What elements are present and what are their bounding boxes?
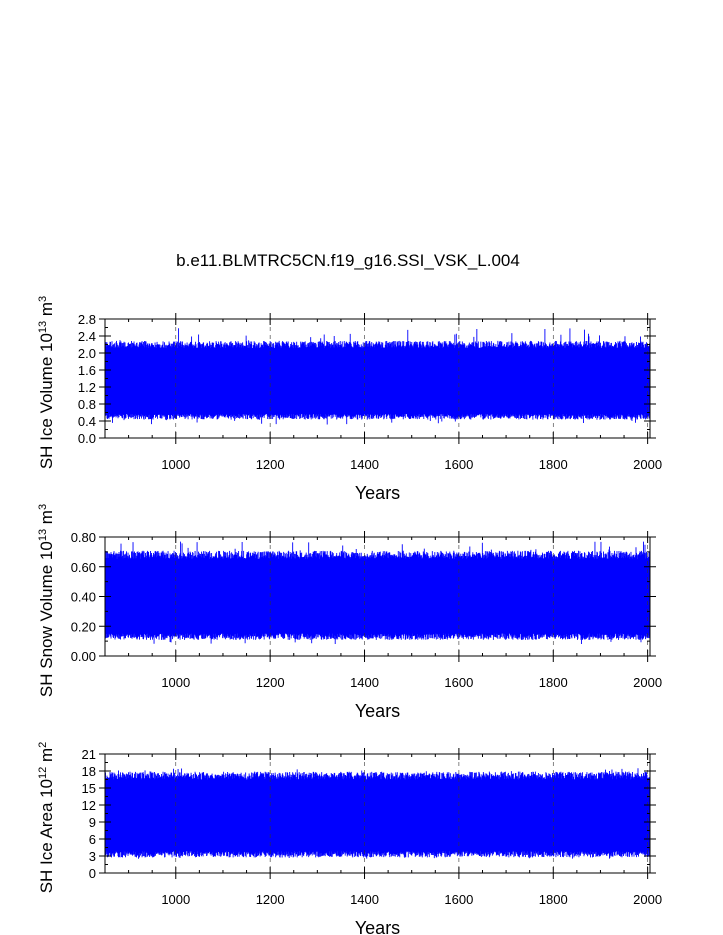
x-tick-label: 1600 bbox=[444, 457, 473, 472]
x-tick-label: 1800 bbox=[539, 675, 568, 690]
y-label-superscript: 2 bbox=[37, 742, 49, 748]
data-series-line bbox=[104, 541, 651, 645]
x-tick-label: 1200 bbox=[256, 675, 285, 690]
x-tick-label: 1000 bbox=[161, 675, 190, 690]
x-tick-label: 1000 bbox=[161, 892, 190, 907]
y-tick-label: 0.8 bbox=[78, 397, 96, 412]
y-tick-label: 2.8 bbox=[78, 312, 96, 327]
x-tick-label: 1200 bbox=[256, 892, 285, 907]
y-tick-label: 0 bbox=[89, 866, 96, 881]
y-tick-label: 1.2 bbox=[78, 380, 96, 395]
chart-panel-1: 1000 1200 1400 1600 1800 2000 0.0 0.4 0.8 1.2 1.6 2… bbox=[37, 296, 662, 503]
y-tick-label: 2.4 bbox=[78, 329, 96, 344]
y-label-superscript: 3 bbox=[37, 504, 49, 510]
y-tick-label: 0.4 bbox=[78, 414, 96, 429]
y-tick-label: 0.0 bbox=[78, 431, 96, 446]
y-label-text: m bbox=[37, 302, 56, 321]
data-series-line bbox=[104, 768, 651, 859]
x-tick-label: 1200 bbox=[256, 457, 285, 472]
x-tick-label: 1000 bbox=[161, 457, 190, 472]
y-label-text: m bbox=[37, 510, 56, 529]
y-tick-label: 18 bbox=[82, 764, 96, 779]
figure-title: b.e11.BLMTRC5CN.f19_g16.SSI_VSK_L.004 bbox=[176, 251, 520, 270]
x-tick-label: 1400 bbox=[350, 892, 379, 907]
chart-panel-3: 1000 1200 1400 1600 1800 2000 0 3 6 9 12 15 18 21 Year… bbox=[37, 742, 662, 935]
y-label-superscript: 13 bbox=[37, 321, 49, 333]
y-label-text: SH Ice Area 10 bbox=[37, 779, 56, 893]
x-axis-label: Years bbox=[355, 918, 400, 935]
y-label-text: m bbox=[37, 748, 56, 767]
x-tick-label: 1400 bbox=[350, 457, 379, 472]
y-tick-label: 2.0 bbox=[78, 346, 96, 361]
y-tick-label: 0.20 bbox=[71, 619, 96, 634]
y-axis-label: SH Ice Volume 1013 m3 bbox=[37, 296, 56, 469]
y-tick-label: 0.00 bbox=[71, 649, 96, 664]
y-axis-label: SH Snow Volume 1013 m3 bbox=[37, 504, 56, 697]
y-tick-label: 0.80 bbox=[71, 530, 96, 545]
x-tick-label: 2000 bbox=[633, 457, 662, 472]
x-tick-label: 1600 bbox=[444, 675, 473, 690]
y-label-superscript: 13 bbox=[37, 529, 49, 541]
y-tick-label: 6 bbox=[89, 832, 96, 847]
y-tick-label: 3 bbox=[89, 849, 96, 864]
x-tick-label: 1400 bbox=[350, 675, 379, 690]
y-label-superscript: 12 bbox=[37, 767, 49, 779]
y-tick-label: 0.40 bbox=[71, 590, 96, 605]
y-tick-label: 0.60 bbox=[71, 560, 96, 575]
y-label-text: SH Ice Volume 10 bbox=[37, 333, 56, 469]
y-tick-label: 21 bbox=[82, 747, 96, 762]
data-series-line bbox=[104, 328, 651, 425]
x-tick-label: 1600 bbox=[444, 892, 473, 907]
y-tick-label: 12 bbox=[82, 798, 96, 813]
y-label-superscript: 3 bbox=[37, 296, 49, 302]
y-tick-label: 9 bbox=[89, 815, 96, 830]
y-tick-label: 1.6 bbox=[78, 363, 96, 378]
x-axis-label: Years bbox=[355, 483, 400, 503]
x-tick-label: 2000 bbox=[633, 892, 662, 907]
y-label-text: SH Snow Volume 10 bbox=[37, 541, 56, 697]
y-tick-label: 15 bbox=[82, 781, 96, 796]
y-axis-label: SH Ice Area 1012 m2 bbox=[37, 742, 56, 894]
x-tick-label: 1800 bbox=[539, 457, 568, 472]
chart-panels: 1000 1200 1400 1600 1800 2000 0.0 0.4 0.8 1.2 1.6 2… bbox=[37, 296, 662, 935]
x-tick-label: 2000 bbox=[633, 675, 662, 690]
x-axis-label: Years bbox=[355, 701, 400, 721]
x-tick-label: 1800 bbox=[539, 892, 568, 907]
chart-panel-2: 1000 1200 1400 1600 1800 2000 0.00 0.20 0.40 0.60… bbox=[37, 504, 662, 721]
